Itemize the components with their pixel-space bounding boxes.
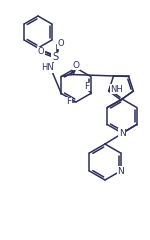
Text: HN: HN bbox=[41, 64, 53, 72]
Text: O: O bbox=[73, 61, 80, 70]
Text: F: F bbox=[66, 97, 72, 107]
Text: O: O bbox=[58, 40, 64, 48]
Text: O: O bbox=[38, 48, 44, 56]
Text: N: N bbox=[117, 167, 124, 175]
Text: N: N bbox=[119, 128, 125, 138]
Text: F: F bbox=[84, 82, 89, 91]
Text: NH: NH bbox=[110, 84, 123, 94]
Text: S: S bbox=[52, 52, 58, 62]
